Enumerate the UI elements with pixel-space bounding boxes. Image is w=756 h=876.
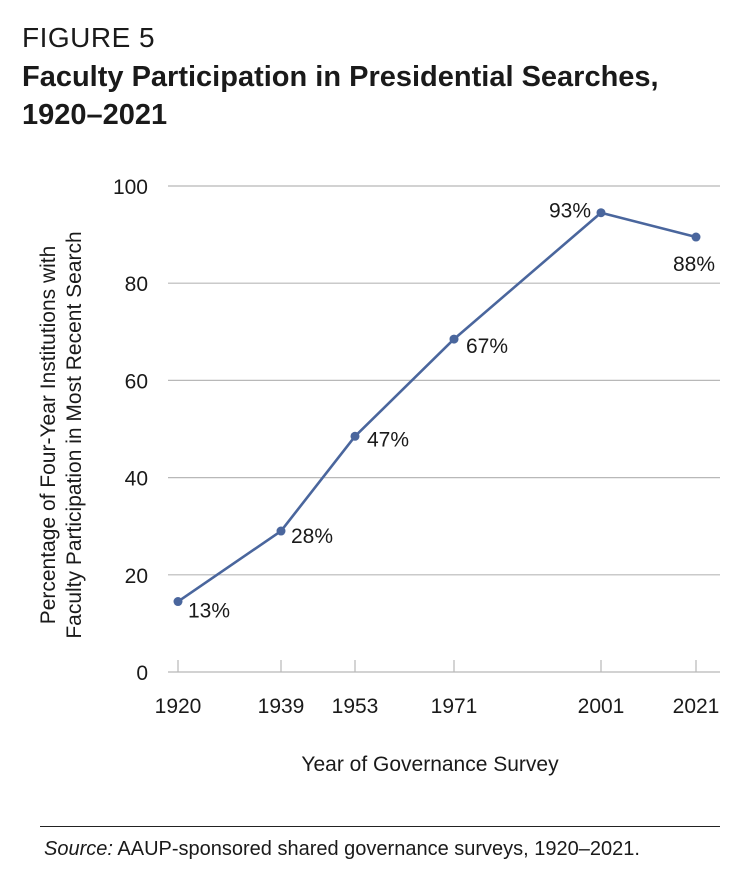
data-label-1939: 28% bbox=[291, 525, 333, 548]
data-point-1971 bbox=[449, 334, 459, 344]
x-tick-label-2001: 2001 bbox=[578, 695, 625, 718]
data-label-1953: 47% bbox=[367, 428, 409, 451]
figure-label: FIGURE 5 bbox=[22, 22, 156, 53]
data-point-1920 bbox=[173, 597, 183, 607]
series bbox=[173, 208, 701, 607]
source-note: Source: AAUP-sponsored shared governance… bbox=[0, 838, 720, 861]
data-labels: 13% 28% 47% 67% 93% 88% bbox=[188, 200, 715, 623]
data-point-2021 bbox=[691, 232, 701, 242]
x-tick-label-1953: 1953 bbox=[332, 695, 379, 718]
source-divider bbox=[40, 826, 720, 827]
y-tick-label-40: 40 bbox=[125, 468, 148, 491]
y-tick-label-60: 60 bbox=[125, 370, 148, 393]
y-tick-label-20: 20 bbox=[125, 565, 148, 588]
x-tick-label-1971: 1971 bbox=[431, 695, 478, 718]
line-chart: 0 20 40 60 80 100 1920 1939 1953 1971 2001 2021 13… bbox=[37, 176, 720, 776]
data-point-1939 bbox=[276, 526, 286, 536]
chart-title: Faculty Participation in Presidential Se… bbox=[22, 61, 659, 131]
data-label-2021: 88% bbox=[673, 253, 715, 276]
y-tick-label-0: 0 bbox=[136, 662, 148, 685]
data-point-1953 bbox=[350, 431, 360, 441]
gridlines bbox=[168, 185, 720, 576]
x-tick-label-1920: 1920 bbox=[155, 695, 202, 718]
y-tick-label-80: 80 bbox=[125, 273, 148, 296]
y-axis-label: Percentage of Four-Year Institutions wit… bbox=[37, 231, 86, 638]
y-tick-label-100: 100 bbox=[113, 176, 148, 199]
data-label-1920: 13% bbox=[188, 600, 230, 623]
y-axis-ticks: 0 20 40 60 80 100 bbox=[113, 176, 148, 685]
source-lead: Source: bbox=[44, 838, 113, 860]
x-axis-label: Year of Governance Survey bbox=[301, 753, 559, 776]
x-tick-label-2021: 2021 bbox=[673, 695, 720, 718]
data-label-2001: 93% bbox=[549, 200, 591, 223]
y-axis-label-line-1: Percentage of Four-Year Institutions wit… bbox=[37, 246, 60, 625]
y-axis-label-line-2: Faculty Participation in Most Recent Sea… bbox=[63, 231, 86, 638]
x-tick-label-1939: 1939 bbox=[258, 695, 305, 718]
series-line bbox=[177, 211, 697, 603]
x-axis-ticks: 1920 1939 1953 1971 2001 2021 bbox=[155, 660, 720, 718]
data-point-2001 bbox=[596, 208, 606, 218]
source-text: AAUP-sponsored shared governance surveys… bbox=[112, 838, 640, 860]
data-label-1971: 67% bbox=[466, 335, 508, 358]
